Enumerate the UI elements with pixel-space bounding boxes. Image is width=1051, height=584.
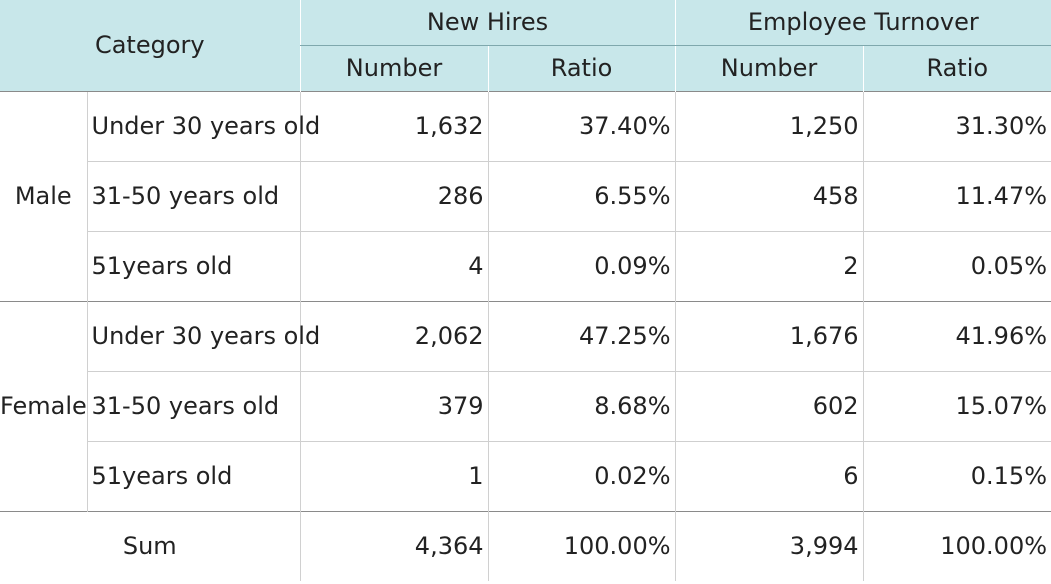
header-category: Category (94, 31, 205, 60)
header-subcol-new-hires-ratio: Ratio (487, 45, 676, 91)
row-category: 51years old (86, 230, 301, 301)
cell-new-hires-ratio: 47.25% (487, 300, 676, 371)
cell-turnover-number: 602 (674, 370, 864, 441)
header-row-groups: Category New Hires Employee Turnover (0, 0, 1051, 59)
table-row: 51years old 1 0.02% 6 0.15% (0, 440, 1051, 511)
cell-new-hires-ratio: 37.40% (487, 90, 676, 161)
row-category: 51years old (86, 440, 301, 511)
cell-new-hires-number: 1,632 (299, 90, 489, 161)
row-category: 31-50 years old (86, 160, 301, 231)
header-subcol-turnover-ratio: Ratio (862, 45, 1051, 91)
sum-row: Sum 4,364 100.00% 3,994 100.00% (0, 510, 1051, 581)
table-row: 31-50 years old 286 6.55% 458 11.47% (0, 160, 1051, 231)
header-group-new-hires: New Hires (299, 0, 676, 46)
sum-turnover-number: 3,994 (674, 510, 864, 581)
cell-new-hires-ratio: 6.55% (487, 160, 676, 231)
row-category: 31-50 years old (86, 370, 301, 441)
header-group-employee-turnover: Employee Turnover (674, 0, 1051, 46)
cell-new-hires-number: 4 (299, 230, 489, 301)
sum-new-hires-number: 4,364 (299, 510, 489, 581)
cell-turnover-number: 6 (674, 440, 864, 511)
row-category: Under 30 years old (86, 90, 320, 161)
group-label-male: Male (0, 90, 87, 301)
cell-new-hires-number: 1 (299, 440, 489, 511)
table-row: Female Under 30 years old 2,062 47.25% 1… (0, 300, 1051, 511)
sum-new-hires-ratio: 100.00% (487, 510, 676, 581)
table-row: 31-50 years old 379 8.68% 602 15.07% (0, 370, 1051, 441)
cell-turnover-number: 458 (674, 160, 864, 231)
sum-turnover-ratio: 100.00% (862, 510, 1051, 581)
table-row: 51years old 4 0.09% 2 0.05% (0, 230, 1051, 301)
cell-new-hires-ratio: 0.02% (487, 440, 676, 511)
header-subcol-turnover-number: Number (674, 45, 864, 91)
cell-turnover-ratio: 15.07% (862, 370, 1051, 441)
cell-new-hires-number: 2,062 (299, 300, 489, 371)
cell-new-hires-ratio: 0.09% (487, 230, 676, 301)
cell-new-hires-number: 379 (299, 370, 489, 441)
cell-turnover-number: 1,250 (674, 90, 864, 161)
header-row-subcolumns: Number Ratio Number Ratio (0, 45, 1051, 91)
cell-new-hires-number: 286 (299, 160, 489, 231)
row-category: Under 30 years old (86, 300, 320, 371)
sum-label: Sum (0, 510, 301, 581)
cell-turnover-ratio: 0.15% (862, 440, 1051, 511)
table-row: Male Under 30 years old 1,632 37.40% 1,2… (0, 90, 1051, 301)
cell-turnover-ratio: 0.05% (862, 230, 1051, 301)
cell-turnover-ratio: 31.30% (862, 90, 1051, 161)
cell-new-hires-ratio: 8.68% (487, 370, 676, 441)
cell-turnover-number: 1,676 (674, 300, 864, 371)
header-subcol-new-hires-number: Number (299, 45, 489, 91)
cell-turnover-ratio: 11.47% (862, 160, 1051, 231)
cell-turnover-number: 2 (674, 230, 864, 301)
group-label-female: Female (0, 300, 87, 511)
cell-turnover-ratio: 41.96% (862, 300, 1051, 371)
